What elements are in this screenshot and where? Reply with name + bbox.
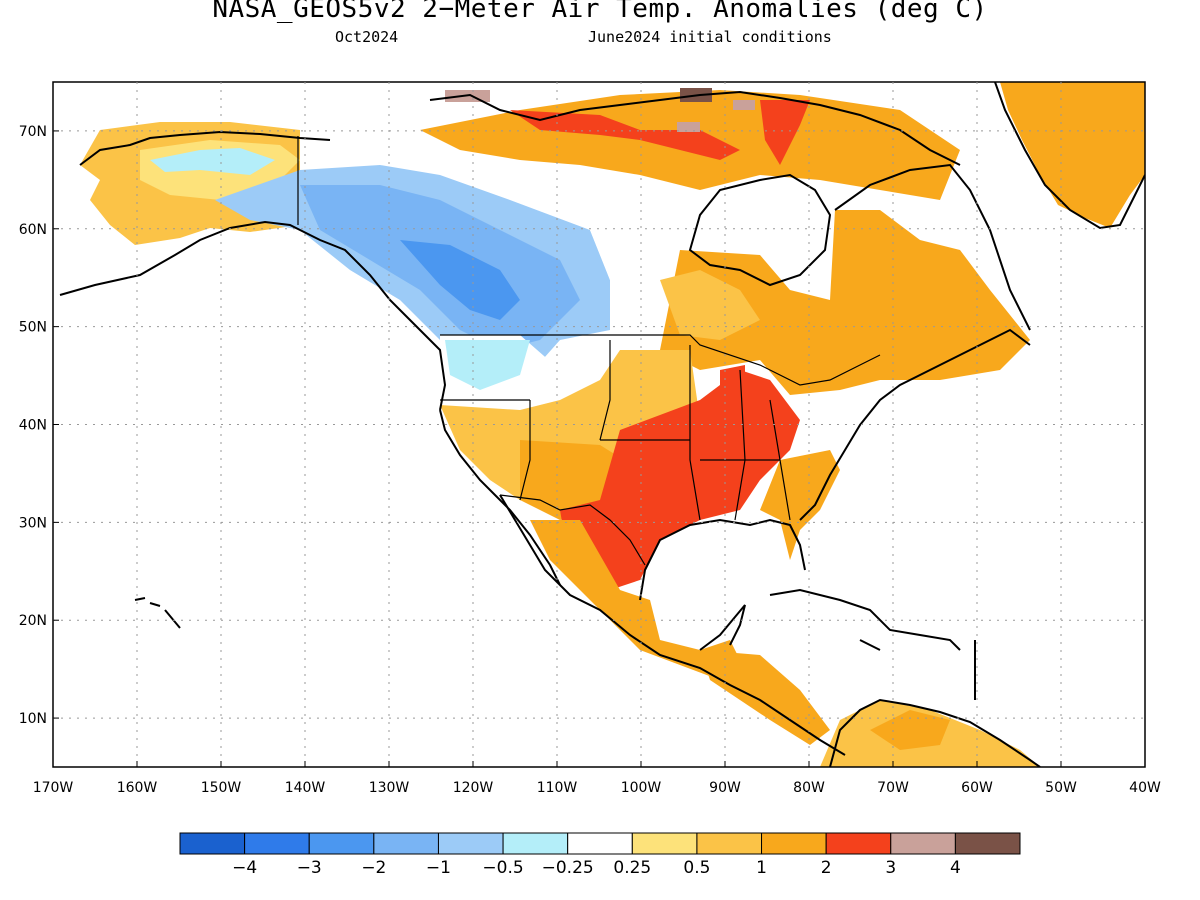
initial-conditions: June2024 initial conditions: [588, 28, 832, 46]
colorbar-label: −0.5: [482, 858, 523, 878]
colorbar-label: 3: [885, 858, 896, 878]
region-arctic-hot-2: [760, 100, 810, 165]
coastline-east-us: [799, 328, 1031, 521]
border-states: [440, 340, 791, 521]
x-tick-label: 150W: [201, 780, 242, 796]
colorbar-bin: [761, 832, 827, 855]
region-midwest-hot: [720, 365, 745, 410]
region-pnw-cool: [445, 340, 530, 390]
colorbar-bin: [631, 832, 698, 855]
coastline-alaska-north: [79, 130, 331, 166]
graticule: [53, 82, 1145, 767]
coastlines: [59, 82, 1145, 767]
colorbar-label: 0.5: [683, 858, 710, 878]
colorbar-bin: [308, 832, 375, 855]
colorbar-label: 4: [950, 858, 961, 878]
x-tick-label: 70W: [877, 780, 909, 796]
x-tick-label: 140W: [285, 780, 326, 796]
coastline-hawaii: [134, 597, 181, 629]
colorbar-bin: [179, 832, 246, 855]
region-arctic-extreme-3: [733, 100, 755, 110]
region-arctic-hot: [510, 110, 740, 160]
region-mexico: [530, 520, 740, 680]
colorbar-label: −2: [361, 858, 386, 878]
x-tick-label: 120W: [453, 780, 494, 796]
y-tick-label: 30N: [19, 515, 47, 531]
colorbar-bin: [437, 832, 504, 855]
colorbar-bin: [567, 832, 633, 855]
x-tick-label: 160W: [117, 780, 158, 796]
colorbar-bin: [890, 832, 956, 855]
colorbar: −4 −3 −2 −1 −0.5 −0.25 0.25 0.5 1 2 3 4: [179, 832, 1021, 878]
y-tick-label: 60N: [19, 222, 47, 238]
coastline-us-west: [439, 409, 561, 586]
colorbar-label: 2: [821, 858, 832, 878]
colorbar-bin: [696, 832, 763, 855]
region-eastern-canada: [660, 210, 1030, 395]
colorbar-label: −4: [232, 858, 257, 878]
region-southern-us: [560, 370, 800, 590]
region-south-america-warm: [870, 710, 950, 750]
coastline-alaska: [59, 220, 447, 411]
colorbar-bin: [502, 832, 569, 855]
x-tick-label: 90W: [709, 780, 741, 796]
chart-title: NASA_GEOS5v2 2−Meter Air Temp. Anomalies…: [212, 0, 988, 24]
colorbar-bin: [825, 832, 892, 855]
colorbar-label: −3: [297, 858, 322, 878]
border-us-mexico: [499, 494, 646, 566]
colorbar-label: −1: [426, 858, 451, 878]
colorbar-label: 1: [756, 858, 767, 878]
anomaly-field: [80, 82, 1145, 767]
x-tick-label: 170W: [33, 780, 74, 796]
region-western-canada-cold: [400, 240, 520, 320]
x-tick-label: 60W: [961, 780, 993, 796]
coastline-caribbean: [769, 588, 976, 700]
coastline-greenland: [994, 82, 1145, 230]
coastline-yucatan: [699, 604, 746, 651]
colorbar-bin: [954, 832, 1021, 855]
region-eastern-canada-mild: [660, 270, 760, 340]
y-axis-ticks: 10N 20N 30N 40N 50N 60N 70N: [19, 124, 59, 727]
colorbar-label: 0.25: [613, 858, 651, 878]
y-tick-label: 40N: [19, 418, 47, 434]
y-tick-label: 10N: [19, 711, 47, 727]
coastline-labrador: [834, 163, 1031, 331]
coastline-mexico: [499, 494, 846, 756]
coastline-arctic-islands: [429, 90, 961, 166]
x-tick-label: 100W: [621, 780, 662, 796]
x-tick-label: 50W: [1045, 780, 1077, 796]
coastline-south-america: [829, 698, 1041, 767]
region-alaska-cool: [150, 148, 275, 175]
x-tick-label: 80W: [793, 780, 825, 796]
region-greenland: [1000, 82, 1145, 228]
colorbar-label: −0.25: [542, 858, 594, 878]
coastline-hudson-bay: [688, 173, 832, 287]
valid-month: Oct2024: [335, 28, 399, 46]
region-arctic-extreme-4: [677, 122, 700, 132]
y-tick-label: 70N: [19, 124, 47, 140]
border-us-canada: [440, 334, 881, 386]
colorbar-bin: [373, 832, 439, 855]
x-axis-ticks: 170W 160W 150W 140W 130W 120W 110W 100W 90W 80W 70…: [33, 761, 1161, 796]
y-tick-label: 20N: [19, 613, 47, 629]
x-tick-label: 40W: [1129, 780, 1161, 796]
colorbar-bin: [244, 832, 310, 855]
region-central-america: [700, 650, 830, 745]
political-boundaries: [297, 136, 881, 566]
x-tick-label: 130W: [369, 780, 410, 796]
x-tick-label: 110W: [537, 780, 578, 796]
region-southeast-us: [760, 450, 840, 560]
y-tick-label: 50N: [19, 320, 47, 336]
region-western-us: [440, 350, 700, 510]
